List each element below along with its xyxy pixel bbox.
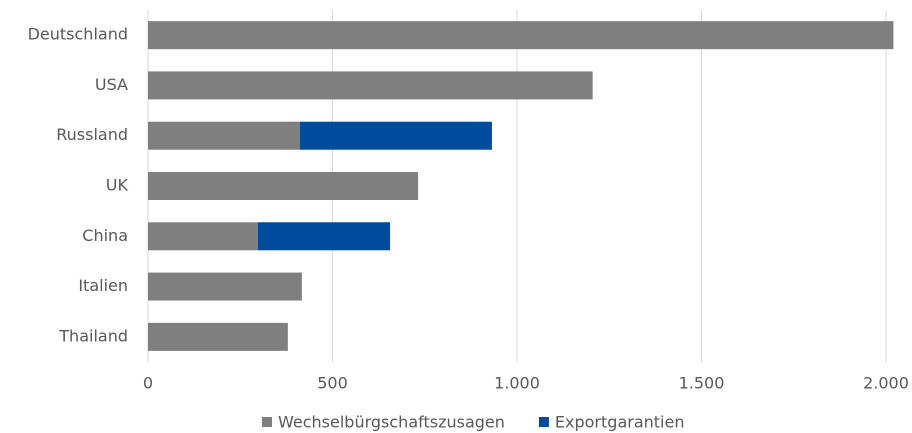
bar xyxy=(148,172,419,200)
bar xyxy=(148,322,288,351)
bar xyxy=(148,21,894,50)
y-tick-label: USA xyxy=(95,75,128,94)
legend-swatch xyxy=(262,417,272,427)
x-tick-label: 2.000 xyxy=(863,374,909,393)
legend-swatch xyxy=(538,417,549,427)
bar xyxy=(148,272,302,301)
x-tick-label: 1.000 xyxy=(494,374,540,393)
x-tick-label: 500 xyxy=(317,374,348,393)
x-tick-label: 1.500 xyxy=(679,374,725,393)
bar xyxy=(148,121,301,150)
x-tick-label: 0 xyxy=(143,374,153,393)
y-tick-label: Thailand xyxy=(58,326,128,345)
y-tick-label: Italien xyxy=(78,276,128,295)
legend-label: Exportgarantien xyxy=(555,413,685,432)
y-tick-label: Deutschland xyxy=(28,25,128,44)
y-tick-label: UK xyxy=(106,176,129,195)
bar xyxy=(148,222,258,251)
bar xyxy=(148,71,593,100)
bar xyxy=(300,121,492,150)
bar xyxy=(257,222,391,251)
y-tick-label: China xyxy=(82,226,128,245)
legend-label: Wechselbürgschaftszusagen xyxy=(278,413,505,432)
y-tick-label: Russland xyxy=(56,125,128,144)
